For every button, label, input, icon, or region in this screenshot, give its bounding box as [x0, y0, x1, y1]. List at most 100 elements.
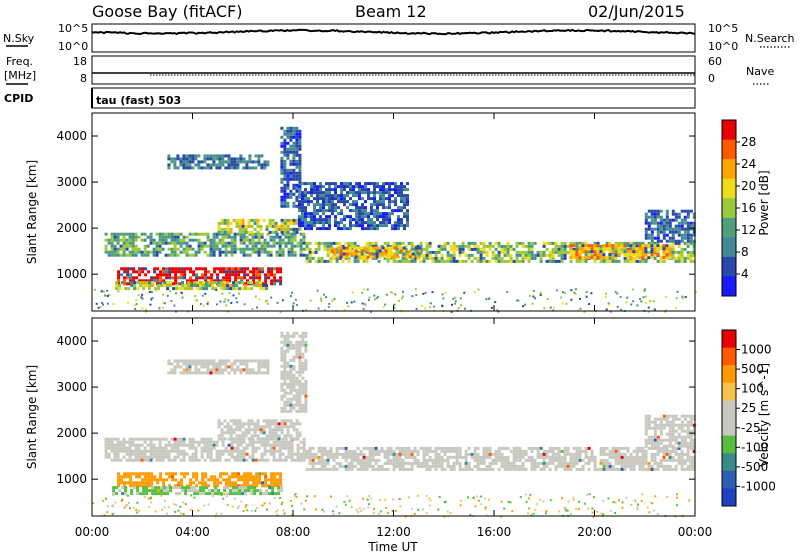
power-cell — [188, 160, 192, 164]
vel-cell — [280, 425, 284, 429]
vel-cell — [305, 449, 309, 453]
vel-cell — [200, 452, 204, 456]
power-cell — [289, 221, 293, 225]
power-cell — [614, 250, 618, 254]
power-cell — [204, 276, 208, 280]
vel-cell — [530, 446, 534, 450]
vel-cell — [138, 481, 142, 485]
vel-cell — [189, 481, 193, 485]
vel-cell — [413, 461, 417, 465]
power-cell — [155, 232, 159, 236]
vel-cell — [269, 452, 273, 456]
power-cell — [579, 307, 582, 310]
vel-cell — [221, 371, 225, 375]
power-cell — [215, 247, 219, 251]
power-cell — [119, 253, 123, 257]
power-cell — [152, 238, 156, 242]
vel-cell — [207, 478, 211, 482]
vel-cell — [632, 458, 636, 462]
vel-cell — [434, 449, 438, 453]
power-cell — [581, 247, 585, 251]
vel-cell — [239, 362, 243, 366]
vel-cell — [455, 446, 459, 450]
power-cell — [317, 244, 321, 248]
vel-cell — [237, 484, 241, 488]
power-cell — [349, 209, 352, 213]
power-cell — [230, 247, 234, 251]
power-cell — [417, 246, 421, 250]
power-cell — [211, 284, 215, 288]
power-cell — [152, 241, 156, 245]
vel-cell — [671, 455, 675, 459]
power-cell — [281, 250, 285, 254]
vel-cell — [668, 435, 672, 439]
vel-cell — [208, 489, 212, 493]
vel-cell — [203, 371, 207, 375]
power-cell — [616, 292, 619, 295]
vel-cell — [241, 486, 245, 490]
power-cell — [278, 253, 282, 257]
power-cell — [361, 215, 364, 219]
power-cell — [229, 230, 233, 234]
vel-cell — [286, 385, 290, 389]
power-cell — [251, 307, 254, 310]
power-cell — [662, 221, 666, 225]
vel-cell — [119, 443, 123, 447]
vel-cell — [128, 443, 132, 447]
vel-cell — [674, 423, 678, 427]
vel-cell — [224, 446, 228, 450]
power-cell — [403, 212, 406, 216]
power-cell — [239, 160, 243, 164]
power-cell — [376, 209, 379, 213]
vel-cell — [620, 455, 624, 459]
vel-cell — [123, 481, 127, 485]
vel-cell — [284, 446, 288, 450]
vel-cell — [304, 403, 308, 407]
vel-cell — [286, 409, 290, 413]
vel-cell — [212, 440, 216, 444]
vel-cell — [295, 437, 299, 441]
power-cell — [378, 246, 382, 250]
vel-cell — [289, 343, 293, 347]
power-cell — [393, 303, 396, 306]
power-cell — [338, 241, 342, 245]
vel-cell — [686, 414, 690, 418]
vel-cell — [497, 452, 501, 456]
vel-cell — [136, 489, 140, 493]
vel-cell — [253, 434, 257, 438]
vel-cell — [203, 362, 207, 366]
power-cell — [407, 259, 411, 263]
power-cell — [352, 203, 355, 207]
vel-cell — [365, 467, 369, 471]
vel-cell — [623, 452, 627, 456]
vel-cell — [179, 443, 183, 447]
vel-cell — [251, 371, 255, 375]
power-cell — [283, 144, 287, 148]
power-cell — [316, 185, 319, 189]
power-cell — [129, 267, 133, 271]
vel-cell — [536, 446, 540, 450]
vel-cell — [200, 362, 204, 366]
power-cell — [316, 200, 319, 204]
vel-cell — [278, 446, 282, 450]
power-cell — [404, 244, 408, 248]
power-cell — [686, 239, 690, 243]
vel-cell — [256, 489, 260, 493]
vel-cell — [323, 467, 327, 471]
vel-cell — [292, 422, 296, 426]
vel-cell — [692, 458, 696, 462]
frequency-panel — [91, 55, 696, 85]
vel-cell — [112, 486, 116, 490]
vel-cell — [230, 446, 234, 450]
power-cell — [380, 250, 384, 254]
vel-cell — [112, 492, 116, 496]
power-cell — [454, 296, 457, 299]
power-cell — [221, 235, 225, 239]
vel-cell — [292, 346, 296, 350]
vel-cell — [332, 464, 336, 468]
vel-cell — [129, 478, 133, 482]
vel-cell — [161, 455, 165, 459]
vel-cell — [120, 481, 124, 485]
vel-cell — [179, 440, 183, 444]
vel-cell — [274, 428, 278, 432]
